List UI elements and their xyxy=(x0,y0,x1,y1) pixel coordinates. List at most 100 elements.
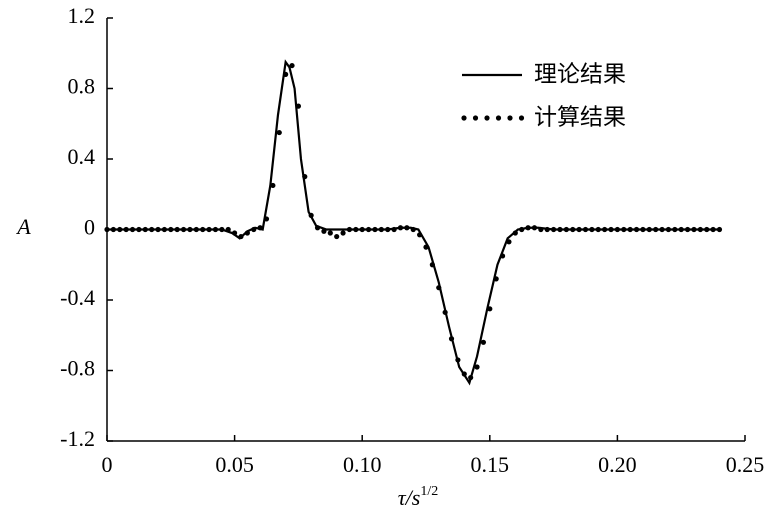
dot xyxy=(461,371,467,377)
dot xyxy=(621,226,627,233)
dot xyxy=(716,226,723,233)
y-tick-label: -0.4 xyxy=(60,285,95,310)
dot xyxy=(346,226,353,233)
dot xyxy=(129,226,136,233)
dot xyxy=(563,226,569,233)
dot xyxy=(289,62,295,69)
dot xyxy=(410,226,416,233)
series-dots xyxy=(104,62,723,381)
dot xyxy=(468,374,474,381)
dot xyxy=(378,226,384,233)
dot xyxy=(710,226,716,233)
dot xyxy=(123,226,129,233)
series-line xyxy=(107,59,720,386)
y-tick-label: 0.8 xyxy=(68,74,96,99)
dot xyxy=(270,182,276,189)
dot xyxy=(359,226,365,233)
legend-label: 理论结果 xyxy=(534,62,626,88)
dot xyxy=(448,336,455,342)
x-axis-label-main: τ/s xyxy=(398,485,421,510)
dot xyxy=(582,226,589,233)
dot xyxy=(136,226,142,233)
dot xyxy=(627,226,633,233)
dot xyxy=(531,225,538,231)
dot xyxy=(653,226,659,233)
legend-dot xyxy=(507,115,513,121)
dot xyxy=(161,226,168,233)
dot xyxy=(455,357,461,363)
x-axis-label-sup: 1/2 xyxy=(420,484,438,499)
dot xyxy=(678,226,684,233)
y-tick-label: 0 xyxy=(84,215,95,240)
dot xyxy=(314,225,321,231)
dot xyxy=(659,226,665,233)
legend-label: 计算结果 xyxy=(534,105,626,131)
dot xyxy=(219,226,225,233)
dot xyxy=(187,226,193,233)
dot xyxy=(576,226,582,233)
dot xyxy=(614,226,621,233)
dot xyxy=(168,226,174,233)
dot xyxy=(276,129,282,136)
dot xyxy=(704,226,710,233)
dot xyxy=(200,226,206,233)
dot xyxy=(640,226,646,233)
dot xyxy=(589,226,595,233)
dot xyxy=(391,226,397,233)
dot xyxy=(442,309,448,315)
legend-dot xyxy=(461,115,467,121)
dot xyxy=(110,226,116,233)
dot xyxy=(423,244,429,250)
dot xyxy=(506,239,512,245)
dot xyxy=(232,230,238,236)
dot xyxy=(117,226,123,233)
dot xyxy=(474,364,480,370)
dot xyxy=(633,226,640,233)
dot xyxy=(295,103,301,109)
x-tick-label: 0.10 xyxy=(343,452,382,477)
legend-dot xyxy=(484,115,490,121)
dot xyxy=(551,226,557,233)
dot xyxy=(302,174,308,180)
dot xyxy=(340,230,346,236)
dot xyxy=(174,226,180,233)
x-tick-label: 0.15 xyxy=(471,452,510,477)
dot xyxy=(334,233,340,240)
dot xyxy=(493,276,499,282)
dot xyxy=(417,232,423,238)
dot xyxy=(372,226,378,233)
dot xyxy=(149,226,155,233)
dot xyxy=(206,226,212,233)
x-tick-label: 0.05 xyxy=(215,452,254,477)
dot xyxy=(263,216,270,222)
dot xyxy=(487,306,493,312)
x-tick-label: 0 xyxy=(102,452,113,477)
dot xyxy=(308,212,314,218)
dot xyxy=(365,226,372,233)
legend-dot xyxy=(472,115,479,121)
dot xyxy=(672,226,678,233)
y-tick-label: 0.4 xyxy=(68,144,96,169)
dot xyxy=(684,226,691,233)
dot xyxy=(595,226,601,233)
dot xyxy=(436,285,442,291)
dot xyxy=(251,226,257,233)
dot xyxy=(257,225,263,231)
dot xyxy=(538,226,544,233)
dot xyxy=(519,226,525,233)
dot xyxy=(646,226,652,233)
dot xyxy=(321,228,327,234)
dot xyxy=(104,226,110,233)
dot xyxy=(180,226,187,233)
dot xyxy=(544,226,550,233)
dot xyxy=(155,226,161,233)
dot xyxy=(404,225,410,231)
dot xyxy=(512,230,518,236)
dot xyxy=(665,226,672,233)
x-axis-label: τ/s1/2 xyxy=(398,484,438,510)
dot xyxy=(499,253,506,259)
dot xyxy=(429,262,435,268)
dot xyxy=(385,226,391,233)
